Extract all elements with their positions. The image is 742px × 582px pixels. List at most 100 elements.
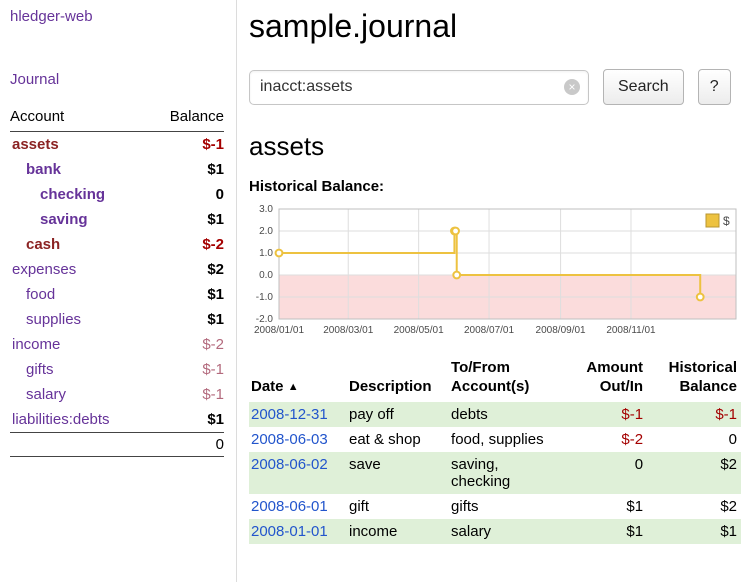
- x-tick-label: 2008/11/01: [606, 325, 656, 336]
- register-amount-cell: $1: [626, 522, 644, 540]
- register-accounts-cell: food, supplies: [451, 430, 544, 448]
- account-row: supplies $1: [10, 307, 224, 332]
- y-tick-label: -2.0: [256, 314, 274, 325]
- account-link[interactable]: gifts: [26, 361, 54, 378]
- sidebar-item-journal[interactable]: Journal: [10, 71, 60, 88]
- register-description-cell: pay off: [348, 405, 394, 423]
- account-link[interactable]: assets: [12, 136, 59, 153]
- accounts-header-balance: Balance: [148, 104, 224, 132]
- account-row: gifts $-1: [10, 357, 224, 382]
- help-button[interactable]: ?: [697, 69, 731, 105]
- account-name-cell: gifts: [10, 357, 149, 382]
- data-point-marker: [274, 248, 284, 258]
- account-link[interactable]: income: [12, 336, 61, 353]
- account-balance: $-2: [202, 236, 224, 253]
- account-link[interactable]: food: [26, 286, 56, 303]
- register-header-description: Description: [348, 377, 432, 395]
- register-row: 2008-06-03 eat & shop food, supplies $-2 0: [249, 427, 741, 452]
- register-header-amount: Amount Out/In: [586, 359, 644, 395]
- account-name-cell: bank: [10, 157, 149, 182]
- register-balance-cell: $2: [720, 497, 737, 515]
- register-date-cell: 2008-12-31: [249, 402, 347, 427]
- account-balance: $1: [207, 211, 224, 228]
- account-row: saving $1: [10, 207, 224, 232]
- accounts-header-account: Account: [10, 104, 149, 132]
- account-row: assets $-1: [10, 132, 224, 158]
- account-link[interactable]: checking: [40, 186, 106, 203]
- register-table: Date ▲ Description To/From Account(s) Am…: [249, 357, 741, 544]
- account-link[interactable]: expenses: [12, 261, 77, 278]
- register-description-cell: gift: [348, 497, 369, 515]
- register-row: 2008-06-01 gift gifts $1 $2: [249, 494, 741, 519]
- account-balance: $1: [207, 286, 224, 303]
- account-link[interactable]: bank: [26, 161, 62, 178]
- account-name-cell: saving: [10, 207, 149, 232]
- register-accounts-cell: gifts: [451, 497, 479, 515]
- accounts-total-spacer: [10, 432, 149, 457]
- register-amount-cell: $-2: [621, 430, 644, 448]
- account-name-cell: food: [10, 282, 149, 307]
- transaction-date-link[interactable]: 2008-06-01: [251, 497, 328, 515]
- register-table-body: 2008-12-31 pay off debts $-1 $-1 2008-06-03 ea…: [249, 401, 741, 544]
- transaction-date-link[interactable]: 2008-01-01: [251, 522, 328, 540]
- register-header-date-label: Date: [251, 377, 284, 395]
- clear-search-icon[interactable]: ×: [564, 79, 580, 95]
- plot-border: [278, 208, 737, 320]
- search-bar: × Search ?: [249, 69, 741, 105]
- account-name-cell: cash: [10, 232, 149, 257]
- account-link[interactable]: supplies: [26, 311, 82, 328]
- sort-ascending-icon: ▲: [287, 380, 299, 393]
- transaction-date-link[interactable]: 2008-12-31: [251, 405, 328, 423]
- account-link[interactable]: saving: [40, 211, 88, 228]
- transaction-date-link[interactable]: 2008-06-02: [251, 455, 328, 473]
- register-amount-cell: $1: [626, 497, 644, 515]
- account-balance: $-2: [202, 336, 224, 353]
- account-link[interactable]: liabilities:debts: [12, 411, 110, 428]
- register-amount-cell: 0: [634, 455, 644, 473]
- register-header-date[interactable]: Date ▲: [249, 357, 347, 402]
- accounts-total-row: 0: [10, 432, 224, 457]
- register-header-balance: Historical Balance: [668, 359, 737, 395]
- register-header-row: Date ▲ Description To/From Account(s) Am…: [249, 357, 741, 402]
- account-row: income $-2: [10, 332, 224, 357]
- register-accounts-cell: debts: [451, 405, 488, 423]
- data-point-marker: [451, 226, 460, 236]
- account-balance: $2: [207, 261, 224, 278]
- register-header-accounts: To/From Account(s): [451, 359, 530, 395]
- account-row: food $1: [10, 282, 224, 307]
- account-name-cell: salary: [10, 382, 149, 407]
- legend-swatch: [705, 213, 720, 228]
- search-field-wrapper: ×: [249, 69, 589, 105]
- y-tick-label: 2.0: [259, 226, 273, 237]
- account-balance: $1: [207, 161, 224, 178]
- account-heading: assets: [249, 131, 325, 161]
- account-row: liabilities:debts $1: [10, 407, 224, 433]
- account-balance: $-1: [202, 386, 224, 403]
- y-tick-label: -1.0: [256, 292, 274, 303]
- register-description-cell: eat & shop: [348, 430, 421, 448]
- register-date-cell: 2008-06-02: [249, 452, 347, 494]
- account-balance: $1: [207, 311, 224, 328]
- account-balance: $-1: [202, 361, 224, 378]
- account-link[interactable]: cash: [26, 236, 61, 253]
- register-row: 2008-06-02 save saving, checking 0 $2: [249, 451, 741, 494]
- legend-label: $: [723, 214, 730, 228]
- x-tick-label: 2008/09/01: [536, 325, 586, 336]
- register-balance-cell: 0: [728, 430, 737, 448]
- register-row: 2008-12-31 pay off debts $-1 $-1: [249, 401, 741, 427]
- register-date-cell: 2008-06-01: [249, 494, 347, 519]
- search-button[interactable]: Search: [603, 69, 684, 105]
- account-row: bank $1: [10, 157, 224, 182]
- sidebar: hledger-web Journal Account Balance asse…: [0, 0, 237, 582]
- app-title-link[interactable]: hledger-web: [10, 8, 93, 25]
- transaction-date-link[interactable]: 2008-06-03: [251, 430, 328, 448]
- accounts-header-row: Account Balance: [10, 104, 224, 132]
- register-amount-cell: $-1: [621, 405, 644, 423]
- register-description-cell: save: [348, 455, 381, 473]
- account-link[interactable]: salary: [26, 386, 67, 403]
- main-content: sample.journal × Search ? assets Histori…: [237, 0, 742, 582]
- account-row: expenses $2: [10, 257, 224, 282]
- register-date-cell: 2008-01-01: [249, 519, 347, 544]
- search-input[interactable]: [249, 69, 589, 105]
- y-tick-label: 1.0: [259, 248, 273, 259]
